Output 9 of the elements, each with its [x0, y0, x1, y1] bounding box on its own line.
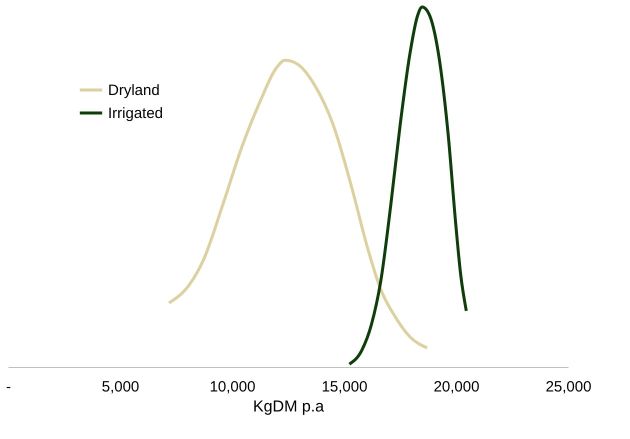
x-tick-label: 10,000: [210, 378, 256, 396]
x-tick-label: 25,000: [546, 378, 592, 396]
x-tick-label: 15,000: [322, 378, 368, 396]
x-tick-label: -: [6, 378, 11, 396]
legend-label: Irrigated: [108, 105, 164, 122]
x-tick-label: 5,000: [102, 378, 140, 396]
x-axis-title: KgDM p.a: [252, 398, 324, 416]
x-tick-label: 20,000: [434, 378, 480, 396]
legend-label: Dryland: [108, 82, 160, 99]
